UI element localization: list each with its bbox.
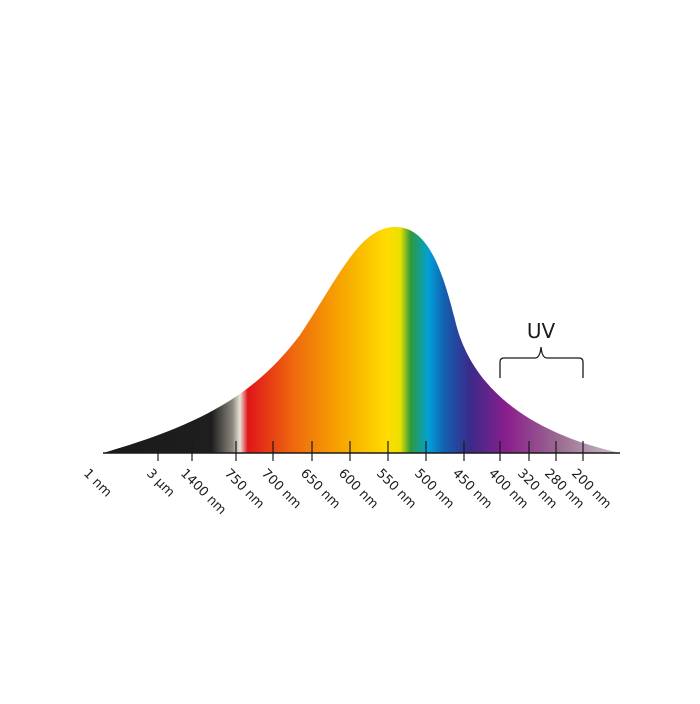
uv-label: UV [527,319,556,343]
tick-label: 600 nm [335,466,381,512]
tick-label: 700 nm [258,466,304,512]
tick-label: 650 nm [297,466,343,512]
spectrum-curve [103,227,620,453]
uv-bracket [499,346,584,378]
tick-label: 500 nm [411,466,457,512]
tick-label: 3 µm [143,466,177,500]
tick-label: 1400 nm [177,466,229,518]
tick-label: 1 nm [80,466,114,500]
tick-label: 550 nm [373,466,419,512]
